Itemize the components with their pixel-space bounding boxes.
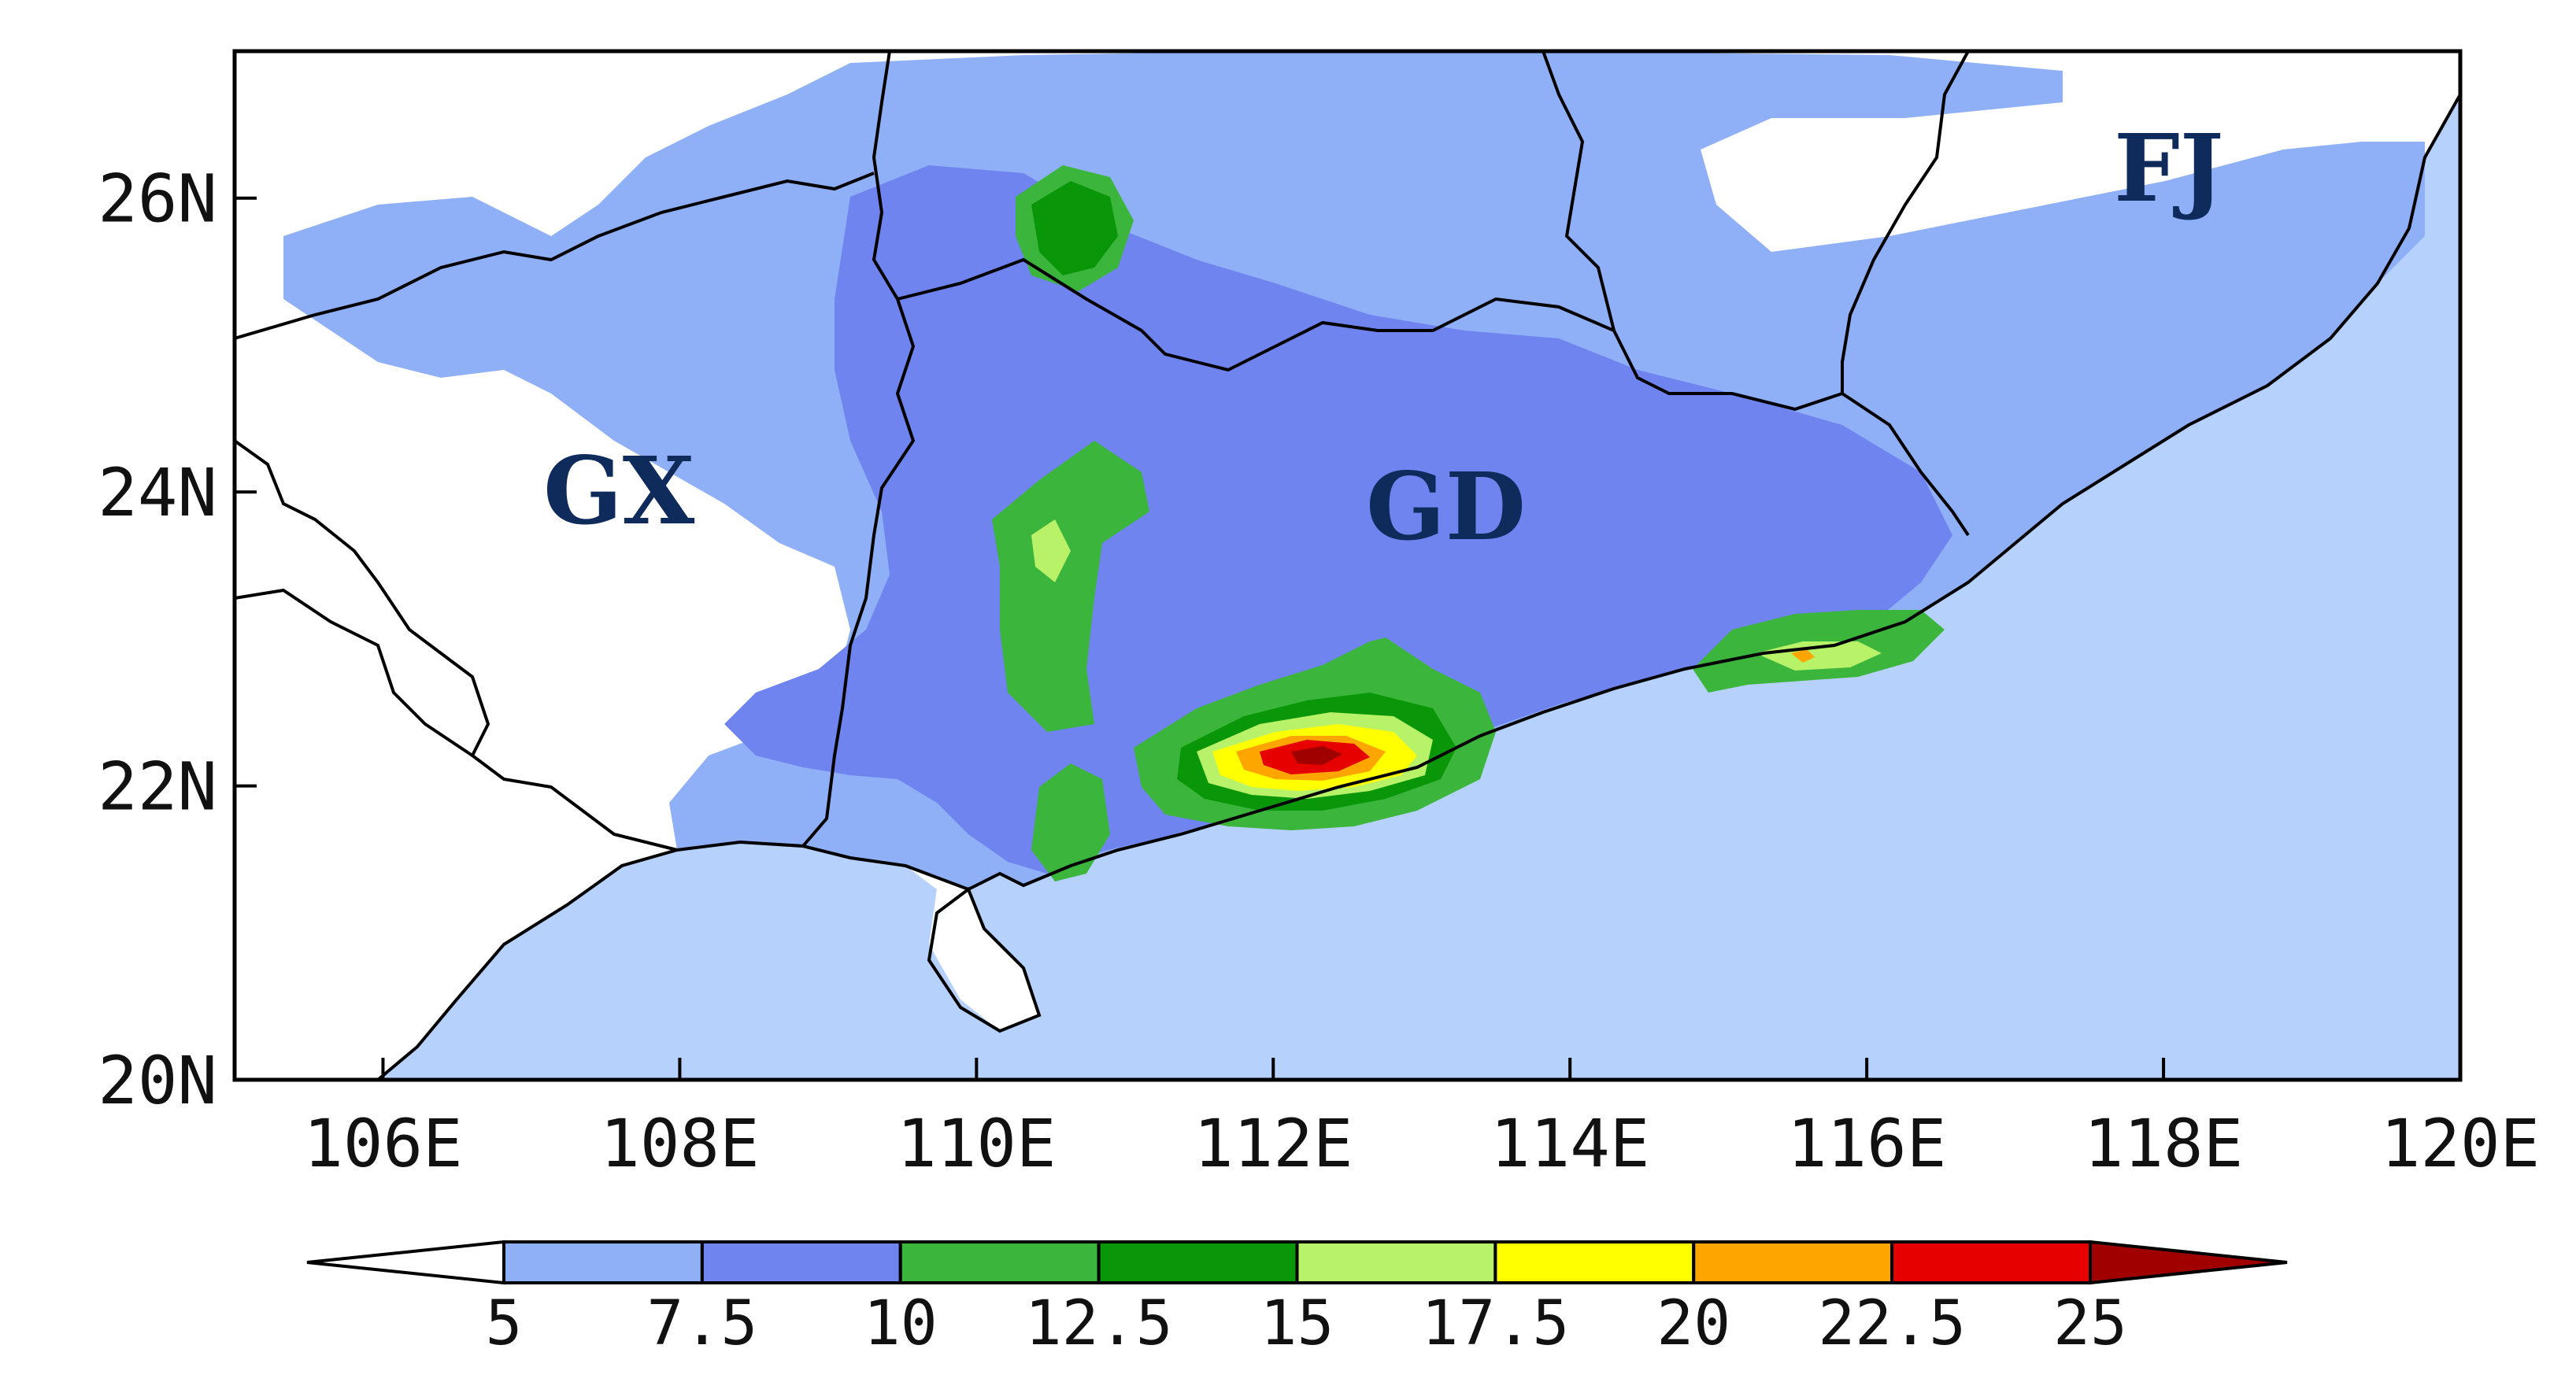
colorbar-over-arrow	[2089, 1240, 2288, 1285]
lat-tick-label: 22N	[98, 748, 217, 826]
map-frame	[232, 49, 2463, 1082]
colorbar-segment	[1890, 1240, 2092, 1284]
colorbar-tick-label: 15	[1260, 1288, 1334, 1359]
region-label-gd: GD	[1366, 452, 1526, 561]
colorbar-tick-label: 12.5	[1025, 1288, 1173, 1359]
lon-tick-label: 114E	[1490, 1105, 1649, 1182]
latitude-axis: 20N 22N 24N 26N	[98, 161, 257, 1119]
longitude-axis: 106E 108E 110E 112E 114E 116E 118E 120E	[303, 1058, 2540, 1182]
province-boundaries	[235, 51, 2460, 1080]
coastline	[376, 94, 2460, 1080]
lat-tick-label: 24N	[98, 454, 217, 531]
lon-tick-label: 112E	[1194, 1105, 1353, 1182]
boundary-gd-north	[897, 257, 1843, 412]
contour-10-12-5-coast	[1031, 763, 1110, 881]
lon-tick-label: 108E	[600, 1105, 759, 1182]
lon-tick-label: 106E	[303, 1105, 462, 1182]
lon-tick-label: 110E	[897, 1105, 1056, 1182]
colorbar-segment	[1295, 1240, 1497, 1284]
colorbar-segment	[1493, 1240, 1696, 1284]
region-label-gx: GX	[543, 436, 695, 545]
colorbar-segment	[898, 1240, 1101, 1284]
colorbar-segment	[1692, 1240, 1894, 1284]
colorbar-tick-label: 17.5	[1421, 1288, 1569, 1359]
colorbar-tick-label: 7.5	[646, 1288, 757, 1359]
contour-12-5-15	[1031, 181, 1118, 275]
contour-above-25	[1291, 746, 1342, 765]
lon-tick-label: 120E	[2381, 1105, 2540, 1182]
colorbar-tick-label: 5	[486, 1288, 523, 1359]
colorbar: 5 7.5 10 12.5 15 17.5 20 22.5 25	[306, 1240, 2288, 1359]
contour-20-22-5-east	[1791, 649, 1815, 663]
colorbar-segment	[700, 1240, 902, 1284]
lon-tick-label: 118E	[2084, 1105, 2243, 1182]
colorbar-tick-label: 25	[2053, 1288, 2127, 1359]
boundary-gd-fj	[1841, 51, 1970, 537]
contour-15-17-5-east	[1756, 641, 1882, 671]
lon-tick-label: 116E	[1787, 1105, 1946, 1182]
contour-15-17-5-west	[1031, 519, 1071, 582]
boundary-gx-gd	[801, 51, 916, 848]
boundary-yunnan	[235, 588, 474, 757]
boundary-jiangxi-fj	[1542, 51, 1616, 331]
boundary-gx-hunan	[235, 172, 875, 340]
boundary-gx-vietnam	[235, 439, 678, 852]
lat-tick-label: 20N	[98, 1042, 217, 1119]
colorbar-tick-label: 20	[1656, 1288, 1730, 1359]
contour-10-12-5-west	[992, 441, 1149, 732]
colorbar-tick-label: 10	[864, 1288, 938, 1359]
lat-tick-label: 26N	[98, 161, 217, 238]
hainan-coast	[927, 886, 1042, 1033]
map-plot-area	[235, 51, 2460, 1080]
colorbar-segment	[502, 1240, 704, 1284]
colorbar-under-arrow	[306, 1240, 505, 1285]
precipitation-contours	[283, 51, 2425, 889]
colorbar-segment	[1097, 1240, 1299, 1284]
colorbar-tick-label: 22.5	[1818, 1288, 1966, 1359]
region-label-fj: FJ	[2114, 113, 2224, 223]
